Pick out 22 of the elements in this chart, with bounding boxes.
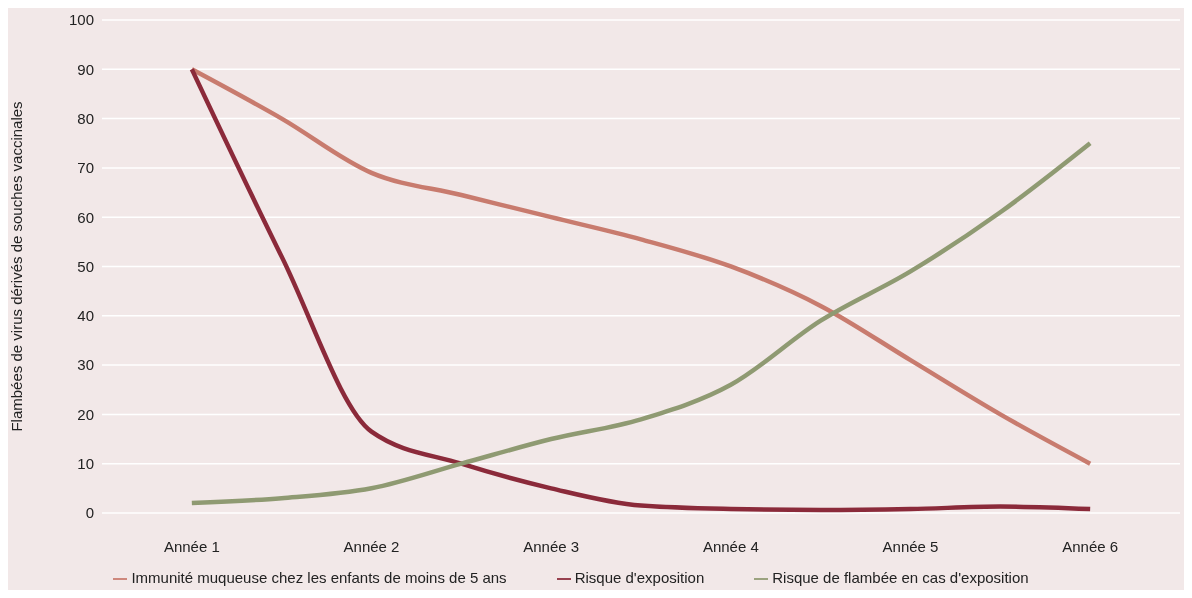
x-tick-label: Année 1 [163, 537, 220, 555]
y-axis-title: Flambées de virus dérivés de souches vaccinales [8, 101, 26, 432]
legend-label: Risque d'exposition [574, 568, 705, 586]
x-tick-label: Année 2 [343, 537, 400, 555]
y-tick-label: 60 [77, 208, 94, 226]
x-tick-label: Année 6 [1062, 537, 1119, 555]
y-tick-label: 100 [68, 11, 94, 29]
y-tick-label: 0 [85, 504, 94, 522]
x-tick-label: Année 5 [882, 537, 939, 555]
y-tick-label: 20 [77, 405, 94, 423]
legend-label: Immunité muqueuse chez les enfants de moins de 5 ans [131, 568, 507, 586]
y-tick-label: 30 [77, 356, 94, 374]
y-tick-label: 90 [77, 60, 94, 78]
x-tick-label: Année 3 [523, 537, 580, 555]
y-tick-label: 10 [77, 455, 94, 472]
legend-label: Risque de flambée en cas d'exposition [772, 568, 1029, 586]
y-tick-label: 40 [77, 307, 94, 325]
x-tick-label: Année 4 [702, 537, 759, 555]
line-series [189, 140, 1093, 506]
y-tick-label: 70 [77, 159, 94, 177]
y-tick-label: 80 [77, 109, 94, 127]
y-tick-label: 50 [77, 257, 94, 275]
